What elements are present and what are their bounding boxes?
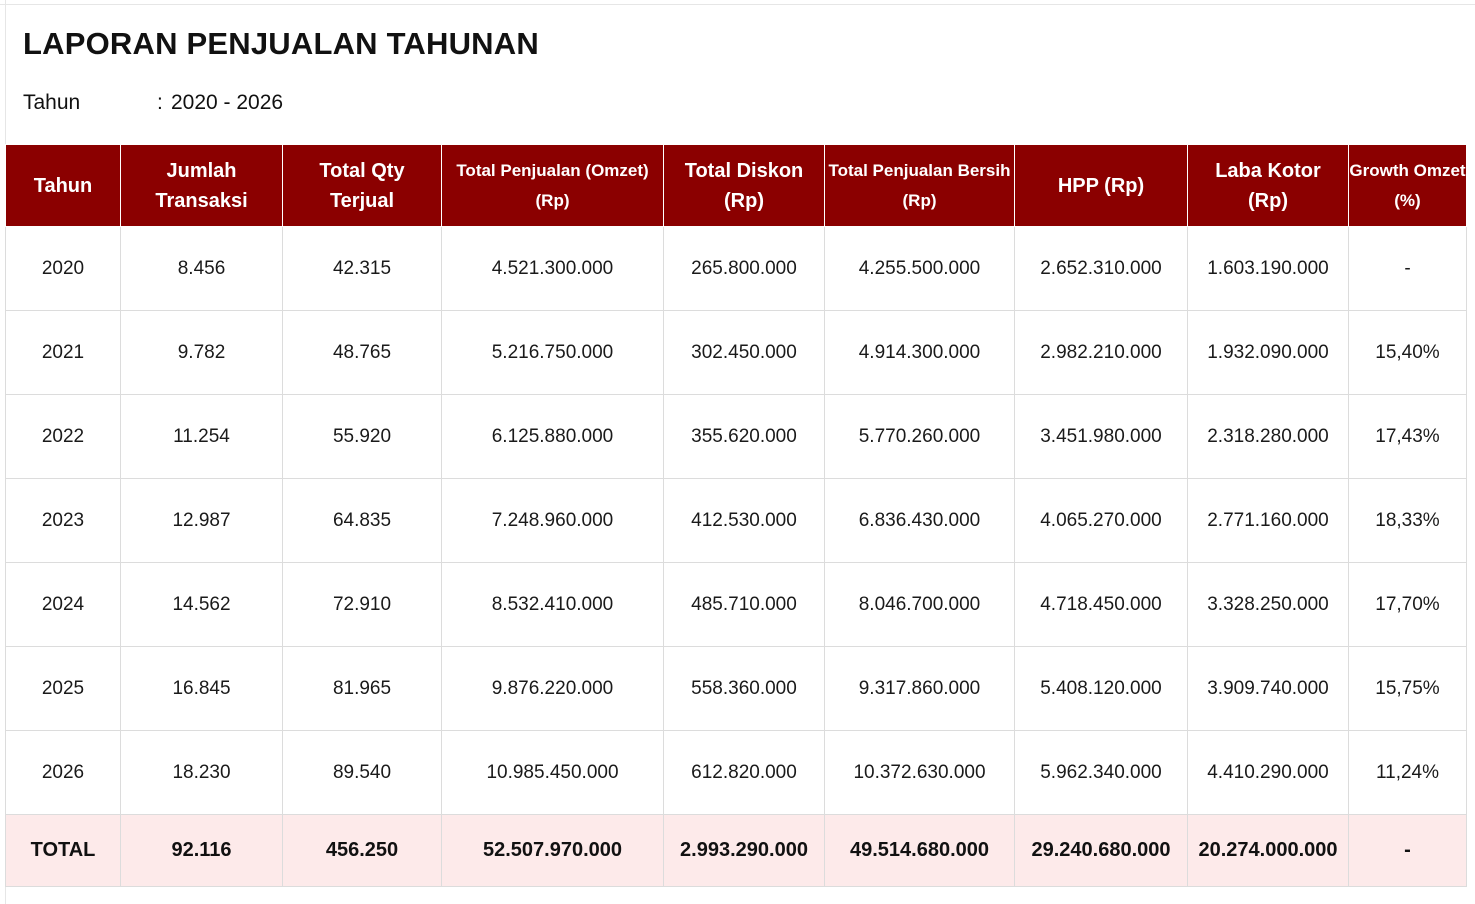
cell-hpp[interactable]: 4.718.450.000 (1014, 562, 1188, 647)
cell-total-penjualan[interactable]: 7.248.960.000 (441, 478, 664, 563)
cell-hpp[interactable]: 2.982.210.000 (1014, 310, 1188, 395)
cell-total-penjualan[interactable]: 10.985.450.000 (441, 730, 664, 815)
cell-growth-omzet[interactable]: 15,40% (1348, 310, 1467, 395)
cell-hpp[interactable]: 3.451.980.000 (1014, 394, 1188, 479)
cell-laba-kotor[interactable]: 3.909.740.000 (1187, 646, 1349, 731)
cell-hpp[interactable]: 4.065.270.000 (1014, 478, 1188, 563)
cell-growth-omzet[interactable]: - (1348, 226, 1467, 311)
table-row: 2020 8.456 42.315 4.521.300.000 265.800.… (5, 226, 1467, 311)
cell-laba-kotor[interactable]: 1.932.090.000 (1187, 310, 1349, 395)
header-total-diskon[interactable]: Total Diskon (Rp) (663, 144, 825, 227)
total-qty[interactable]: 456.250 (282, 814, 442, 887)
cell-tahun[interactable]: 2025 (5, 646, 121, 731)
cell-hpp[interactable]: 2.652.310.000 (1014, 226, 1188, 311)
cell-laba-kotor[interactable]: 3.328.250.000 (1187, 562, 1349, 647)
report-period: Tahun:2020 - 2026 (23, 91, 283, 115)
cell-total-qty[interactable]: 48.765 (282, 310, 442, 395)
table-header-row: Tahun Jumlah Transaksi Total Qty Terjual T… (5, 144, 1467, 227)
cell-total-qty[interactable]: 42.315 (282, 226, 442, 311)
cell-total-diskon[interactable]: 412.530.000 (663, 478, 825, 563)
cell-total-penjualan[interactable]: 5.216.750.000 (441, 310, 664, 395)
cell-growth-omzet[interactable]: 11,24% (1348, 730, 1467, 815)
cell-laba-kotor[interactable]: 1.603.190.000 (1187, 226, 1349, 311)
cell-growth-omzet[interactable]: 15,75% (1348, 646, 1467, 731)
cell-jumlah-transaksi[interactable]: 8.456 (120, 226, 283, 311)
cell-tahun[interactable]: 2021 (5, 310, 121, 395)
period-separator: : (157, 91, 163, 114)
cell-jumlah-transaksi[interactable]: 12.987 (120, 478, 283, 563)
total-jumlah-transaksi[interactable]: 92.116 (120, 814, 283, 887)
cell-total-qty[interactable]: 81.965 (282, 646, 442, 731)
cell-growth-omzet[interactable]: 18,33% (1348, 478, 1467, 563)
cell-penjualan-bersih[interactable]: 8.046.700.000 (824, 562, 1015, 647)
total-penjualan-bersih[interactable]: 49.514.680.000 (824, 814, 1015, 887)
cell-total-penjualan[interactable]: 4.521.300.000 (441, 226, 664, 311)
cell-total-diskon[interactable]: 612.820.000 (663, 730, 825, 815)
report-title: LAPORAN PENJUALAN TAHUNAN (23, 26, 539, 61)
cell-penjualan-bersih[interactable]: 5.770.260.000 (824, 394, 1015, 479)
cell-tahun[interactable]: 2024 (5, 562, 121, 647)
total-label[interactable]: TOTAL (5, 814, 121, 887)
table-row: 2023 12.987 64.835 7.248.960.000 412.530… (5, 478, 1467, 563)
cell-laba-kotor[interactable]: 2.771.160.000 (1187, 478, 1349, 563)
cell-total-qty[interactable]: 55.920 (282, 394, 442, 479)
cell-jumlah-transaksi[interactable]: 16.845 (120, 646, 283, 731)
sheet-gridline-top (0, 0, 1475, 5)
cell-jumlah-transaksi[interactable]: 11.254 (120, 394, 283, 479)
cell-total-diskon[interactable]: 302.450.000 (663, 310, 825, 395)
cell-jumlah-transaksi[interactable]: 9.782 (120, 310, 283, 395)
cell-penjualan-bersih[interactable]: 9.317.860.000 (824, 646, 1015, 731)
table-total-row: TOTAL 92.116 456.250 52.507.970.000 2.99… (5, 814, 1467, 887)
total-diskon[interactable]: 2.993.290.000 (663, 814, 825, 887)
cell-hpp[interactable]: 5.408.120.000 (1014, 646, 1188, 731)
cell-total-diskon[interactable]: 355.620.000 (663, 394, 825, 479)
total-growth-omzet[interactable]: - (1348, 814, 1467, 887)
header-jumlah-transaksi[interactable]: Jumlah Transaksi (120, 144, 283, 227)
cell-jumlah-transaksi[interactable]: 18.230 (120, 730, 283, 815)
cell-total-qty[interactable]: 72.910 (282, 562, 442, 647)
cell-tahun[interactable]: 2023 (5, 478, 121, 563)
table-row: 2026 18.230 89.540 10.985.450.000 612.82… (5, 730, 1467, 815)
cell-total-penjualan[interactable]: 9.876.220.000 (441, 646, 664, 731)
cell-total-diskon[interactable]: 265.800.000 (663, 226, 825, 311)
cell-hpp[interactable]: 5.962.340.000 (1014, 730, 1188, 815)
header-tahun[interactable]: Tahun (5, 144, 121, 227)
header-total-penjualan[interactable]: Total Penjualan (Omzet) (Rp) (441, 144, 664, 227)
header-growth-omzet[interactable]: Growth Omzet (%) (1348, 144, 1467, 227)
cell-growth-omzet[interactable]: 17,70% (1348, 562, 1467, 647)
cell-penjualan-bersih[interactable]: 4.914.300.000 (824, 310, 1015, 395)
table-row: 2021 9.782 48.765 5.216.750.000 302.450.… (5, 310, 1467, 395)
cell-total-diskon[interactable]: 558.360.000 (663, 646, 825, 731)
cell-tahun[interactable]: 2022 (5, 394, 121, 479)
cell-penjualan-bersih[interactable]: 10.372.630.000 (824, 730, 1015, 815)
cell-total-diskon[interactable]: 485.710.000 (663, 562, 825, 647)
cell-laba-kotor[interactable]: 4.410.290.000 (1187, 730, 1349, 815)
cell-tahun[interactable]: 2020 (5, 226, 121, 311)
cell-total-qty[interactable]: 89.540 (282, 730, 442, 815)
cell-total-penjualan[interactable]: 6.125.880.000 (441, 394, 664, 479)
table-row: 2025 16.845 81.965 9.876.220.000 558.360… (5, 646, 1467, 731)
total-laba-kotor[interactable]: 20.274.000.000 (1187, 814, 1349, 887)
cell-penjualan-bersih[interactable]: 6.836.430.000 (824, 478, 1015, 563)
total-penjualan[interactable]: 52.507.970.000 (441, 814, 664, 887)
cell-laba-kotor[interactable]: 2.318.280.000 (1187, 394, 1349, 479)
cell-growth-omzet[interactable]: 17,43% (1348, 394, 1467, 479)
header-penjualan-bersih[interactable]: Total Penjualan Bersih (Rp) (824, 144, 1015, 227)
cell-total-penjualan[interactable]: 8.532.410.000 (441, 562, 664, 647)
cell-penjualan-bersih[interactable]: 4.255.500.000 (824, 226, 1015, 311)
sales-table: Tahun Jumlah Transaksi Total Qty Terjual T… (5, 144, 1467, 887)
header-total-qty[interactable]: Total Qty Terjual (282, 144, 442, 227)
header-laba-kotor[interactable]: Laba Kotor (Rp) (1187, 144, 1349, 227)
period-label: Tahun (23, 91, 81, 114)
cell-total-qty[interactable]: 64.835 (282, 478, 442, 563)
table-row: 2022 11.254 55.920 6.125.880.000 355.620… (5, 394, 1467, 479)
table-row: 2024 14.562 72.910 8.532.410.000 485.710… (5, 562, 1467, 647)
cell-jumlah-transaksi[interactable]: 14.562 (120, 562, 283, 647)
total-hpp[interactable]: 29.240.680.000 (1014, 814, 1188, 887)
period-value: 2020 - 2026 (171, 91, 284, 114)
cell-tahun[interactable]: 2026 (5, 730, 121, 815)
header-hpp[interactable]: HPP (Rp) (1014, 144, 1188, 227)
